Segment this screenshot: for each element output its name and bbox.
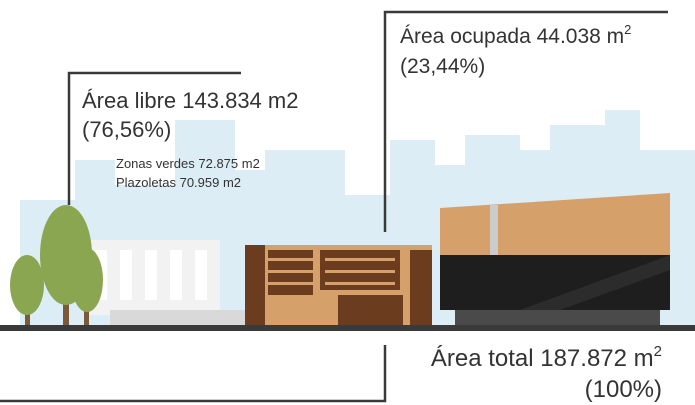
brown-building-part: [325, 270, 395, 273]
black-building: [440, 193, 670, 325]
white-building-part: [195, 250, 207, 300]
white-building-part: [120, 250, 132, 300]
brown-building-part: [325, 258, 395, 261]
trees-part: [10, 255, 44, 315]
white-building-part: [145, 250, 157, 300]
brown-building-part: [268, 258, 313, 261]
brown-building: [245, 245, 432, 325]
total-area-label: Área total 187.872 m2: [431, 343, 662, 372]
label-text: Área total 187.872 m: [431, 345, 654, 372]
trees-part: [71, 248, 103, 312]
free-area-detail: Zonas verdes 72.875 m2: [116, 156, 260, 171]
brown-building-part: [410, 250, 432, 325]
brown-building-part: [268, 282, 313, 285]
brown-building-part: [338, 295, 403, 325]
occupied-area-label: Área ocupada 44.038 m2: [400, 22, 631, 48]
page: Área libre 143.834 m2 (76,56%) Zonas ver…: [0, 0, 695, 405]
free-area-detail: Plazoletas 70.959 m2: [116, 175, 241, 190]
black-building-part: [490, 205, 498, 255]
brown-building-part: [268, 270, 313, 273]
brown-building-part: [325, 282, 395, 285]
black-building-part: [455, 310, 660, 325]
free-area-percent: (76,56%): [82, 117, 171, 142]
infographic: Área libre 143.834 m2 (76,56%) Zonas ver…: [0, 0, 695, 405]
superscript: 2: [624, 22, 631, 37]
superscript: 2: [654, 343, 662, 360]
free-area-label: Área libre 143.834 m2: [82, 88, 298, 113]
white-building-part: [170, 250, 182, 300]
brackets-part: [0, 345, 385, 401]
white-building-part: [110, 310, 245, 325]
total-area-percent: (100%): [585, 376, 662, 403]
label-text: Área ocupada 44.038 m: [400, 25, 624, 48]
brown-building-part: [245, 245, 265, 325]
occupied-area-percent: (23,44%): [400, 55, 485, 78]
ground: [0, 325, 695, 331]
